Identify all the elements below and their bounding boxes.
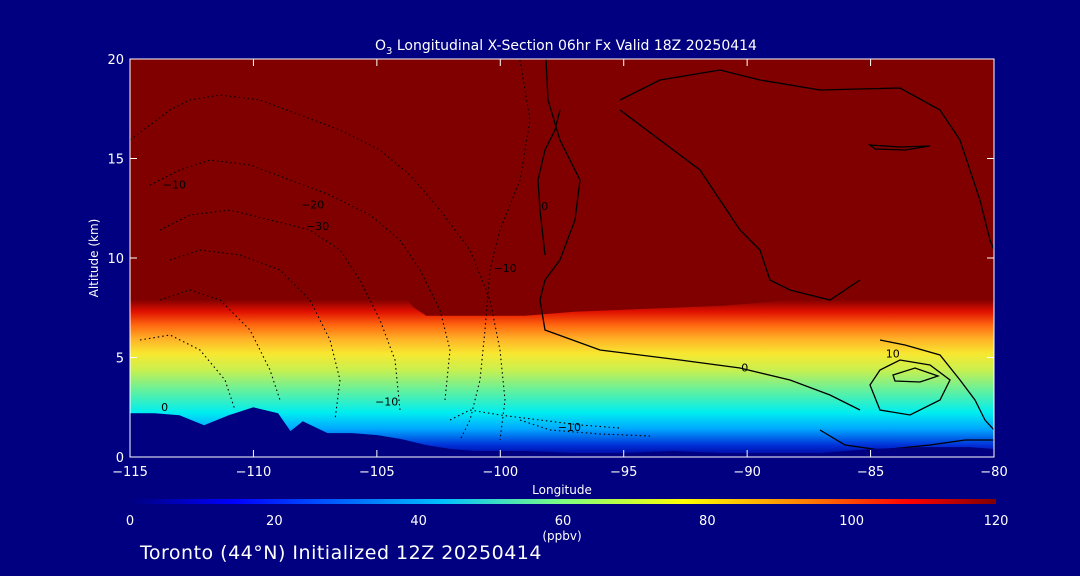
contour-lines [537,59,994,451]
y-tick-label: 15 [107,153,124,168]
negative-contour-lines [130,59,651,441]
contour-label: 0 [741,361,748,374]
contour-label: −10 [494,262,517,275]
colorbar [130,499,996,504]
contour-label: 0 [541,200,548,213]
x-tick-label: −110 [236,465,272,480]
y-axis-label: Altitude (km) [87,219,101,298]
contour-label: 10 [886,348,900,361]
colorbar-tick-label: 100 [839,514,864,529]
y-tick-label: 10 [107,252,124,267]
x-tick-label: −90 [733,465,760,480]
colorbar-tick-label: 80 [699,514,716,529]
x-tick-label: −80 [980,465,1007,480]
chart-title: O3 Longitudinal X-Section 06hr Fx Valid … [375,38,757,57]
y-tick-label: 0 [116,451,124,466]
contour-label: 0 [161,401,168,414]
y-tick-label: 20 [107,53,124,68]
x-tick-label: −100 [482,465,518,480]
x-axis-label: Longitude [532,483,592,497]
x-tick-label: −95 [610,465,637,480]
contour-label: −10 [163,178,186,191]
colorbar-tick-label: 120 [984,514,1009,529]
colorbar-tick-label: 0 [126,514,134,529]
dotted-contour [149,159,451,401]
contour-labels: −10 −20 −30 0 −10 −10 −10 0 0 10 [161,178,900,434]
contour-line [879,339,994,431]
x-tick-label: −115 [112,465,148,480]
contour-label: −10 [375,395,398,408]
contour-label: −20 [301,198,324,211]
contour-label: −30 [306,220,329,233]
footer-caption: Toronto (44°N) Initialized 12Z 20250414 [140,542,542,564]
contour-line [537,109,561,256]
contour-line [819,429,994,451]
terrain-mask [130,407,994,457]
y-tick-label: 5 [116,352,124,367]
x-axis: −115 −110 −105 −100 −95 −90 −85 −80 [112,59,1008,480]
contour-line [867,144,931,151]
contour-label: −10 [558,421,581,434]
contour-line [619,109,861,301]
dotted-contour [449,409,621,429]
colorbar-tick-label: 60 [555,514,572,529]
dotted-contour [139,334,236,411]
dotted-contour [459,59,531,441]
colorbar-unit-label: (ppbv) [542,529,581,543]
ozone-concentration-field [130,222,994,457]
colorbar-ticks: 0 20 40 60 80 100 120 [126,514,1009,529]
x-tick-label: −105 [359,465,395,480]
dotted-contour [169,249,341,421]
y-axis: 0 5 10 15 20 [107,53,994,466]
contour-line [539,59,861,411]
contour-line [619,69,994,251]
contour-line [892,367,941,383]
colorbar-tick-label: 20 [266,514,283,529]
contour-line [869,359,951,416]
colorbar-tick-label: 40 [410,514,427,529]
x-tick-label: −85 [857,465,884,480]
